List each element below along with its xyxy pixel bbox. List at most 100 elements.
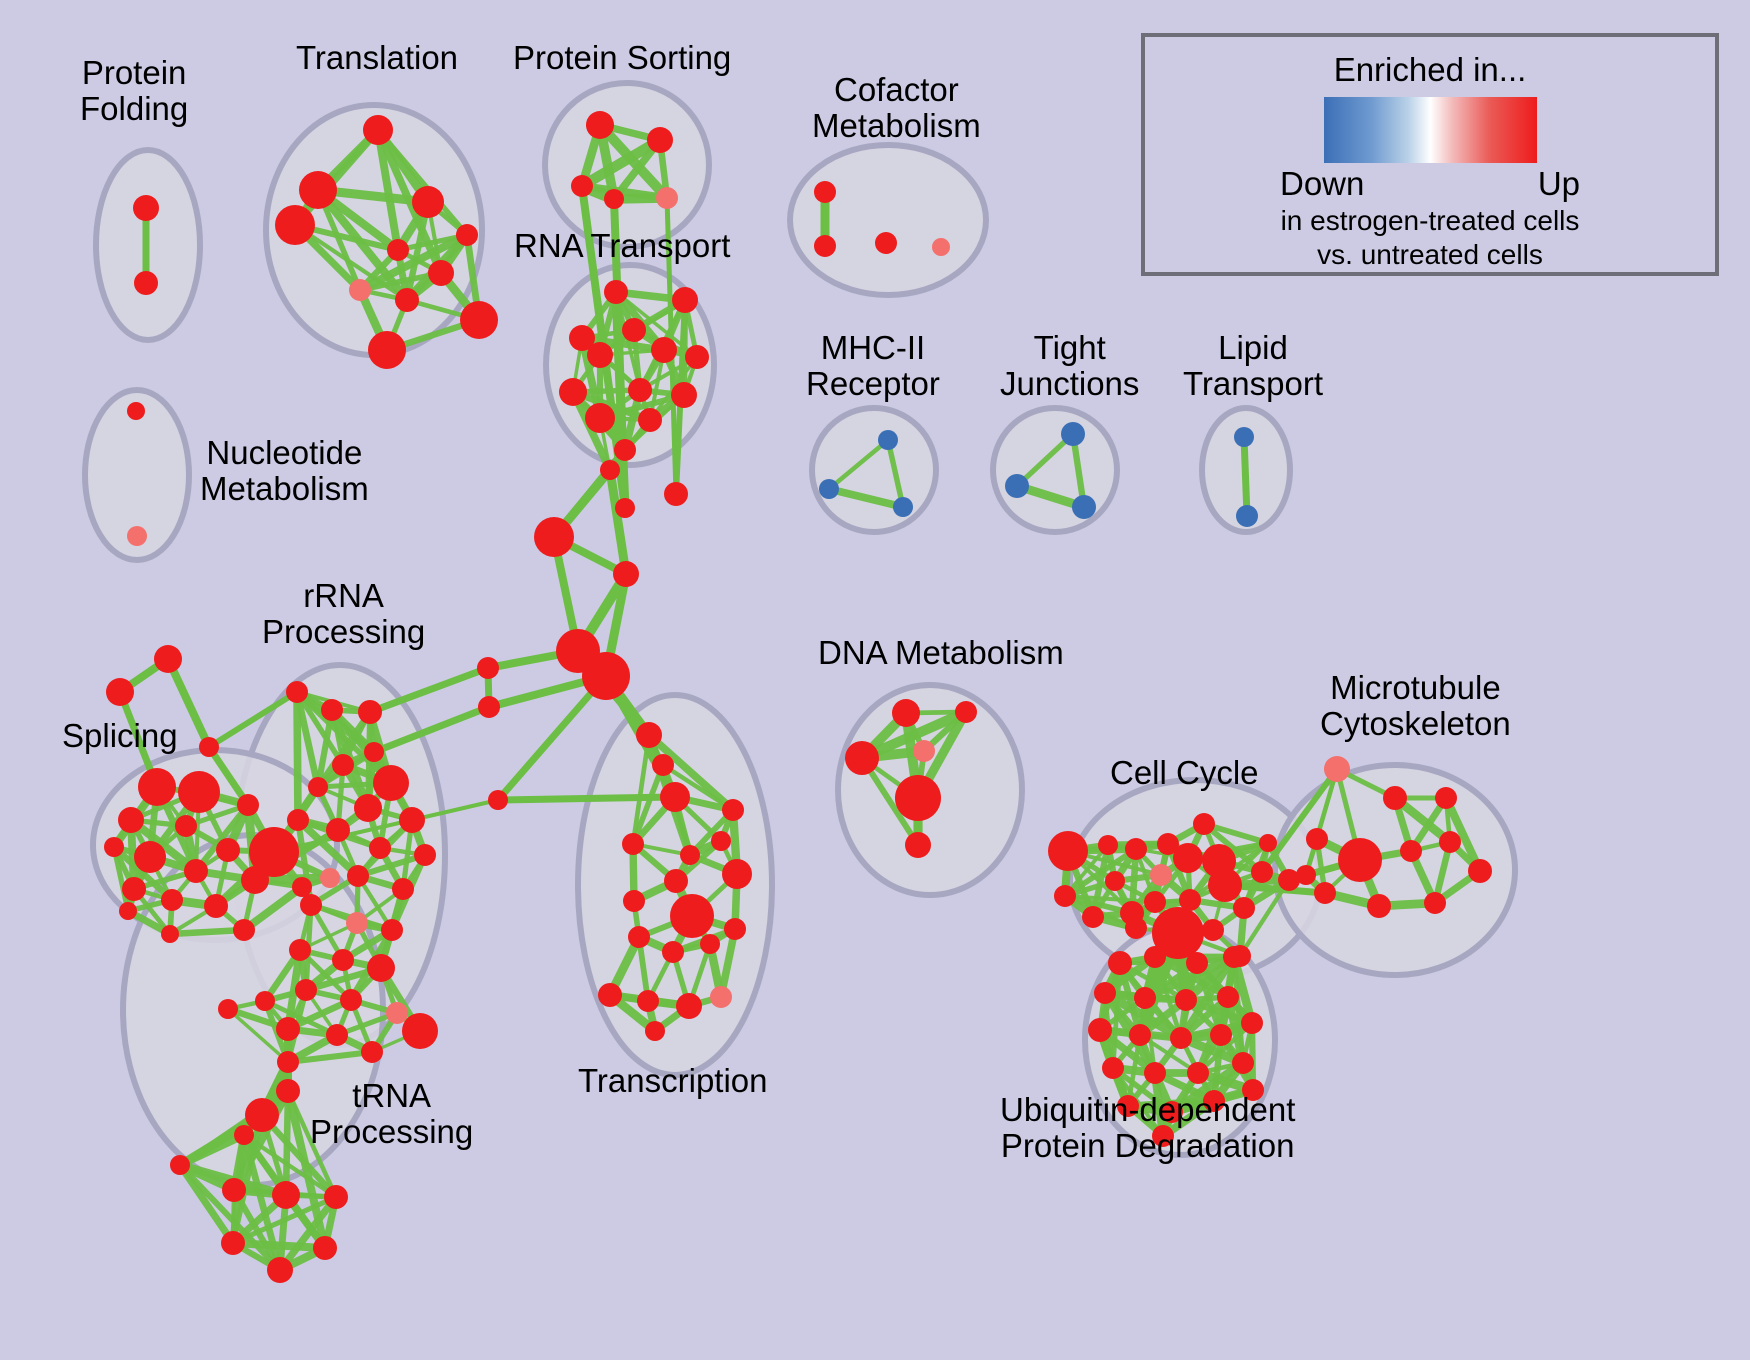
network-node[interactable]: [184, 859, 208, 883]
network-node[interactable]: [133, 195, 159, 221]
network-node[interactable]: [1439, 831, 1461, 853]
network-node[interactable]: [711, 831, 731, 851]
network-node[interactable]: [412, 186, 444, 218]
network-node[interactable]: [814, 181, 836, 203]
network-node[interactable]: [358, 700, 382, 724]
network-node[interactable]: [1117, 1095, 1139, 1117]
network-node[interactable]: [368, 331, 406, 369]
network-node[interactable]: [1173, 843, 1203, 873]
network-node[interactable]: [267, 1257, 293, 1283]
network-node[interactable]: [615, 498, 635, 518]
network-node[interactable]: [1306, 828, 1328, 850]
network-node[interactable]: [1161, 1101, 1183, 1123]
network-node[interactable]: [237, 794, 259, 816]
network-node[interactable]: [373, 765, 409, 801]
network-node[interactable]: [676, 993, 702, 1019]
network-node[interactable]: [218, 999, 238, 1019]
network-node[interactable]: [1157, 833, 1179, 855]
network-node[interactable]: [1296, 865, 1316, 885]
network-node[interactable]: [636, 722, 662, 748]
network-node[interactable]: [326, 818, 350, 842]
network-node[interactable]: [178, 771, 220, 813]
network-node[interactable]: [460, 301, 498, 339]
network-node[interactable]: [1144, 946, 1166, 968]
network-node[interactable]: [332, 949, 354, 971]
network-node[interactable]: [604, 280, 628, 304]
network-node[interactable]: [1314, 882, 1336, 904]
network-node[interactable]: [955, 701, 977, 723]
network-node[interactable]: [1236, 505, 1258, 527]
network-node[interactable]: [222, 1178, 246, 1202]
network-node[interactable]: [878, 430, 898, 450]
network-node[interactable]: [656, 187, 678, 209]
network-node[interactable]: [347, 865, 369, 887]
network-node[interactable]: [1105, 871, 1125, 891]
network-node[interactable]: [1217, 986, 1239, 1008]
network-node[interactable]: [1175, 989, 1197, 1011]
network-node[interactable]: [161, 925, 179, 943]
network-node[interactable]: [346, 912, 368, 934]
network-node[interactable]: [320, 868, 340, 888]
network-node[interactable]: [127, 402, 145, 420]
network-node[interactable]: [637, 990, 659, 1012]
network-node[interactable]: [895, 775, 941, 821]
network-node[interactable]: [1259, 834, 1277, 852]
network-node[interactable]: [700, 934, 720, 954]
network-node[interactable]: [326, 1024, 348, 1046]
network-node[interactable]: [477, 657, 499, 679]
network-node[interactable]: [534, 517, 574, 557]
network-node[interactable]: [1400, 840, 1422, 862]
network-node[interactable]: [1072, 495, 1096, 519]
network-node[interactable]: [1234, 427, 1254, 447]
network-node[interactable]: [361, 1041, 383, 1063]
network-node[interactable]: [204, 894, 228, 918]
network-node[interactable]: [1203, 1090, 1225, 1112]
network-node[interactable]: [1125, 838, 1147, 860]
network-node[interactable]: [1424, 892, 1446, 914]
network-node[interactable]: [1054, 885, 1076, 907]
network-node[interactable]: [1241, 1012, 1263, 1034]
network-node[interactable]: [892, 699, 920, 727]
network-node[interactable]: [199, 737, 219, 757]
network-node[interactable]: [582, 652, 630, 700]
network-node[interactable]: [1005, 474, 1029, 498]
network-node[interactable]: [893, 497, 913, 517]
network-node[interactable]: [814, 235, 836, 257]
network-node[interactable]: [456, 224, 478, 246]
network-node[interactable]: [1048, 831, 1088, 871]
network-node[interactable]: [363, 115, 393, 145]
network-node[interactable]: [586, 111, 614, 139]
network-node[interactable]: [478, 696, 500, 718]
network-node[interactable]: [289, 939, 311, 961]
network-node[interactable]: [652, 754, 674, 776]
network-node[interactable]: [292, 877, 312, 897]
network-node[interactable]: [670, 894, 714, 938]
network-node[interactable]: [119, 902, 137, 920]
network-node[interactable]: [286, 681, 308, 703]
network-node[interactable]: [395, 288, 419, 312]
network-node[interactable]: [392, 878, 414, 900]
network-node[interactable]: [321, 699, 343, 721]
network-node[interactable]: [122, 877, 146, 901]
network-node[interactable]: [569, 325, 595, 351]
network-node[interactable]: [1324, 756, 1350, 782]
network-node[interactable]: [1144, 891, 1166, 913]
network-node[interactable]: [645, 1021, 665, 1041]
network-node[interactable]: [1082, 906, 1104, 928]
network-node[interactable]: [1125, 917, 1147, 939]
network-node[interactable]: [672, 287, 698, 313]
network-node[interactable]: [724, 918, 746, 940]
network-node[interactable]: [622, 318, 646, 342]
network-node[interactable]: [622, 833, 644, 855]
network-node[interactable]: [287, 809, 309, 831]
network-node[interactable]: [255, 991, 275, 1011]
network-node[interactable]: [1251, 861, 1273, 883]
network-node[interactable]: [571, 175, 593, 197]
network-node[interactable]: [332, 754, 354, 776]
network-node[interactable]: [722, 859, 752, 889]
network-node[interactable]: [932, 238, 950, 256]
network-node[interactable]: [175, 815, 197, 837]
network-node[interactable]: [662, 941, 684, 963]
network-node[interactable]: [364, 742, 384, 762]
network-node[interactable]: [613, 561, 639, 587]
